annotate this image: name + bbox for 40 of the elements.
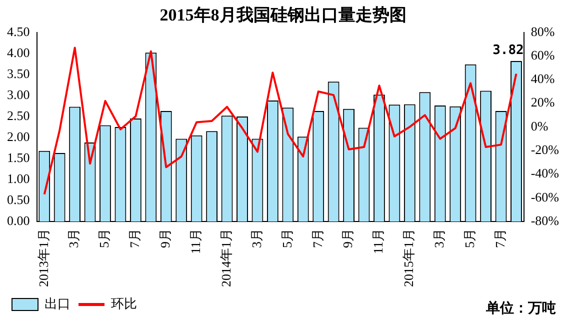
legend-label: 环比 bbox=[111, 296, 137, 312]
y-tick-label: 4.00 bbox=[7, 44, 30, 60]
y2-tick-label: -80% bbox=[530, 212, 560, 228]
x-tick-label: 11月 bbox=[188, 228, 203, 254]
x-tick-label: 7月 bbox=[310, 228, 325, 248]
y2-tick-label: -60% bbox=[530, 189, 560, 204]
x-tick-label: 2014年1月 bbox=[218, 228, 234, 287]
x-tick-label: 2013年1月 bbox=[36, 228, 51, 287]
y2-tick-label: 40% bbox=[530, 71, 555, 86]
y-tick-label: 0.00 bbox=[7, 212, 30, 228]
x-tick-label: 3月 bbox=[66, 228, 82, 248]
x-tick-label: 2015年1月 bbox=[401, 228, 416, 287]
x-tick-label: 5月 bbox=[96, 228, 112, 248]
data-label: 3.82 bbox=[492, 42, 524, 58]
text: 单位：万吨 bbox=[485, 300, 556, 317]
chart-title: 2015年8月我国硅钢出口量走势图 bbox=[160, 6, 406, 25]
y2-tick-label: 20% bbox=[530, 94, 555, 110]
y-tick-label: 1.00 bbox=[7, 170, 30, 186]
x-tick-label: 11月 bbox=[370, 228, 386, 254]
y2-tick-label: 80% bbox=[530, 24, 555, 39]
legend-label: 出口 bbox=[44, 296, 70, 312]
x-tick-label: 3月 bbox=[432, 228, 447, 248]
x-tick-label: 9月 bbox=[158, 228, 173, 248]
y2-tick-label: -20% bbox=[530, 142, 560, 158]
y-tick-label: 1.50 bbox=[7, 150, 30, 165]
y2-tick-label: -40% bbox=[530, 166, 560, 181]
y-tick-label: 0.50 bbox=[7, 192, 30, 207]
y2-tick-label: 0% bbox=[530, 118, 548, 134]
x-tick-label: 3月 bbox=[248, 228, 264, 248]
x-tick-label: 7月 bbox=[492, 228, 508, 248]
x-tick-label: 7月 bbox=[127, 228, 142, 248]
y-tick-label: 2.00 bbox=[7, 128, 30, 144]
x-tick-label: 5月 bbox=[279, 228, 294, 248]
x-tick-label: 9月 bbox=[340, 228, 356, 248]
y-tick-label: 4.50 bbox=[7, 24, 30, 39]
y2-tick-label: 60% bbox=[530, 47, 555, 62]
x-tick-label: 5月 bbox=[462, 228, 477, 248]
y-tick-label: 3.00 bbox=[7, 86, 30, 102]
y-tick-label: 2.50 bbox=[7, 108, 30, 123]
y-tick-label: 3.50 bbox=[7, 66, 30, 81]
